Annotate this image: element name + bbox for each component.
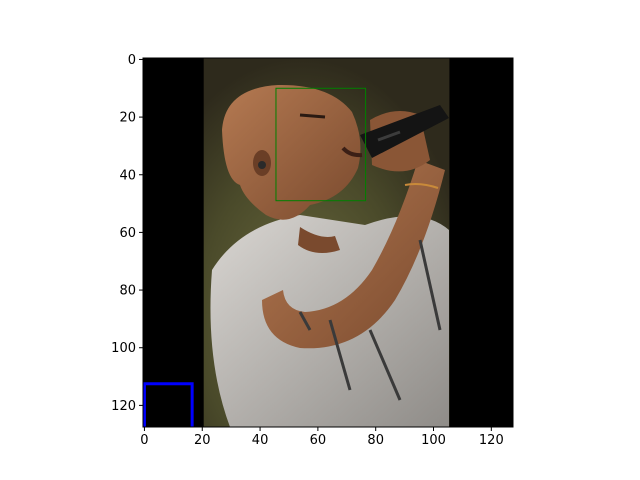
face-box	[275, 87, 367, 202]
y-tick-label: 40	[119, 168, 136, 183]
y-tick: 60	[119, 226, 143, 241]
x-tick: 20	[194, 427, 211, 448]
x-tick: 120	[479, 427, 504, 448]
x-axis: 0 20 40 60 80 100 120	[140, 427, 504, 448]
y-tick-label: 100	[111, 341, 136, 356]
x-tick-label: 0	[140, 433, 148, 448]
y-tick: 100	[111, 341, 143, 356]
singer-figure	[210, 84, 449, 427]
x-tick: 40	[252, 427, 269, 448]
y-tick-label: 0	[128, 53, 136, 68]
x-tick-label: 120	[479, 433, 504, 448]
y-tick-label: 120	[111, 399, 136, 414]
y-axis: 0 20 40 60 80 100 120	[111, 53, 143, 414]
y-tick: 0	[128, 53, 143, 68]
photo-image	[143, 58, 513, 427]
x-tick-label: 40	[252, 433, 269, 448]
x-tick-label: 60	[310, 433, 327, 448]
x-tick: 0	[140, 427, 149, 448]
axes-frame	[142, 57, 514, 428]
x-tick-label: 20	[194, 433, 211, 448]
x-tick-label: 80	[367, 433, 384, 448]
y-tick-label: 20	[119, 111, 136, 126]
y-tick: 80	[119, 284, 143, 299]
x-tick: 80	[367, 427, 384, 448]
x-tick-label: 100	[421, 433, 446, 448]
y-tick: 120	[111, 399, 143, 414]
y-tick-label: 60	[119, 226, 136, 241]
x-tick: 60	[310, 427, 327, 448]
y-tick: 20	[119, 111, 143, 126]
y-tick-label: 80	[119, 284, 136, 299]
x-tick: 100	[421, 427, 446, 448]
y-tick: 40	[119, 168, 143, 183]
corner-box	[143, 382, 194, 427]
